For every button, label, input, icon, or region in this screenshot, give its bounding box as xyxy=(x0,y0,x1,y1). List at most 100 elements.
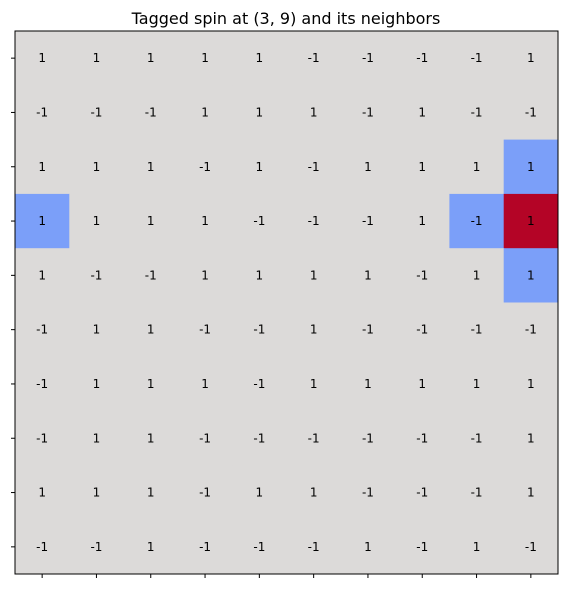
cell-value-label: -1 xyxy=(90,105,102,119)
cell-value-label: -1 xyxy=(416,51,428,65)
heatmap-cell xyxy=(286,31,342,86)
cell-value-label: -1 xyxy=(525,105,537,119)
heatmap-cell xyxy=(123,31,179,86)
cell-value-label: 1 xyxy=(38,268,46,282)
heatmap-cell xyxy=(69,411,125,466)
cell-value-label: -1 xyxy=(362,431,374,445)
cell-value-label: -1 xyxy=(416,486,428,500)
heatmap-cell xyxy=(395,31,450,86)
heatmap-cell xyxy=(286,139,342,195)
cell-value-label: 1 xyxy=(147,540,155,554)
cell-value-label: -1 xyxy=(199,431,211,445)
cell-value-label: 1 xyxy=(147,323,155,337)
cell-value-label: 1 xyxy=(364,377,372,391)
cell-value-label: 1 xyxy=(527,51,535,65)
cell-value-label: 1 xyxy=(147,431,155,445)
cell-value-label: -1 xyxy=(362,51,374,65)
cell-value-label: -1 xyxy=(253,214,265,228)
heatmap-cell xyxy=(232,248,287,303)
cell-value-label: -1 xyxy=(525,323,537,337)
heatmap-cell xyxy=(69,248,125,303)
heatmap-cell xyxy=(395,465,450,521)
heatmap-cell xyxy=(232,519,287,575)
heatmap-cell xyxy=(177,31,233,86)
cell-value-label: -1 xyxy=(362,105,374,119)
cell-value-label: -1 xyxy=(253,540,265,554)
heatmap-cell xyxy=(395,139,450,195)
cell-value-label: -1 xyxy=(145,268,157,282)
heatmap-cell xyxy=(340,31,396,86)
cell-value-label: 1 xyxy=(38,160,46,174)
cell-value-label: 1 xyxy=(527,431,535,445)
heatmap-cell xyxy=(15,31,70,86)
cell-value-label: -1 xyxy=(199,160,211,174)
heatmap-cell xyxy=(449,85,505,141)
plot-frame xyxy=(14,30,559,575)
cell-value-label: 1 xyxy=(93,486,101,500)
cell-value-label: -1 xyxy=(416,431,428,445)
cell-value-label: -1 xyxy=(199,540,211,554)
cell-value-label: 1 xyxy=(38,486,46,500)
neighbor-cell xyxy=(503,139,559,195)
cell-value-label: -1 xyxy=(308,214,320,228)
cell-value-label: 1 xyxy=(364,268,372,282)
cell-value-label: 1 xyxy=(147,51,155,65)
cell-value-label: 1 xyxy=(473,540,481,554)
heatmap-cell xyxy=(340,519,396,575)
heatmap-cell xyxy=(395,519,450,575)
heatmap-cell xyxy=(395,85,450,141)
cell-value-label: 1 xyxy=(93,160,101,174)
heatmap-cell xyxy=(177,139,233,195)
heatmap-cell xyxy=(177,356,233,412)
heatmap-cell xyxy=(69,356,125,412)
cell-value-label: -1 xyxy=(199,486,211,500)
heatmap-cell xyxy=(177,519,233,575)
heatmap-cell xyxy=(340,411,396,466)
cell-value-label: -1 xyxy=(362,486,374,500)
cell-value-label: 1 xyxy=(418,105,426,119)
axis-ticks xyxy=(11,57,532,578)
cell-value-label: 1 xyxy=(93,214,101,228)
heatmap-cell xyxy=(15,356,70,412)
heatmap-cell xyxy=(232,139,287,195)
cell-value-label: 1 xyxy=(310,377,318,391)
cell-value-label: 1 xyxy=(256,160,264,174)
heatmap-cell xyxy=(286,302,342,358)
heatmap-cell xyxy=(232,302,287,358)
heatmap-cell xyxy=(395,302,450,358)
cell-value-label: -1 xyxy=(308,431,320,445)
cell-value-label: -1 xyxy=(90,540,102,554)
heatmap-cell xyxy=(503,411,559,466)
cell-value-label: 1 xyxy=(418,377,426,391)
cell-value-label: 1 xyxy=(527,160,535,174)
heatmap-cell xyxy=(232,356,287,412)
cell-value-label: -1 xyxy=(36,105,48,119)
cell-value-label: 1 xyxy=(527,268,535,282)
cell-value-label: -1 xyxy=(36,540,48,554)
heatmap-cell xyxy=(177,302,233,358)
heatmap-cell xyxy=(449,139,505,195)
heatmap-cell xyxy=(503,465,559,521)
cell-value-label: -1 xyxy=(362,214,374,228)
cell-value-label: -1 xyxy=(471,431,483,445)
heatmap-cell xyxy=(395,193,450,249)
heatmap-cell xyxy=(286,85,342,141)
cell-value-label: 1 xyxy=(93,323,101,337)
heatmap-cell xyxy=(123,411,179,466)
cell-value-label: 1 xyxy=(473,160,481,174)
cell-value-label: -1 xyxy=(253,431,265,445)
heatmap-cell xyxy=(503,302,559,358)
cell-value-label: 1 xyxy=(147,160,155,174)
heatmap-cell xyxy=(177,248,233,303)
heatmap-cell xyxy=(340,465,396,521)
cell-value-label: -1 xyxy=(471,105,483,119)
heatmap-cell xyxy=(69,193,125,249)
cell-value-label: -1 xyxy=(471,323,483,337)
heatmap-cell xyxy=(503,85,559,141)
cell-value-label: 1 xyxy=(527,377,535,391)
heatmap-cell xyxy=(286,411,342,466)
heatmap-cell xyxy=(232,85,287,141)
cell-value-label: 1 xyxy=(364,160,372,174)
heatmap-cell xyxy=(503,31,559,86)
